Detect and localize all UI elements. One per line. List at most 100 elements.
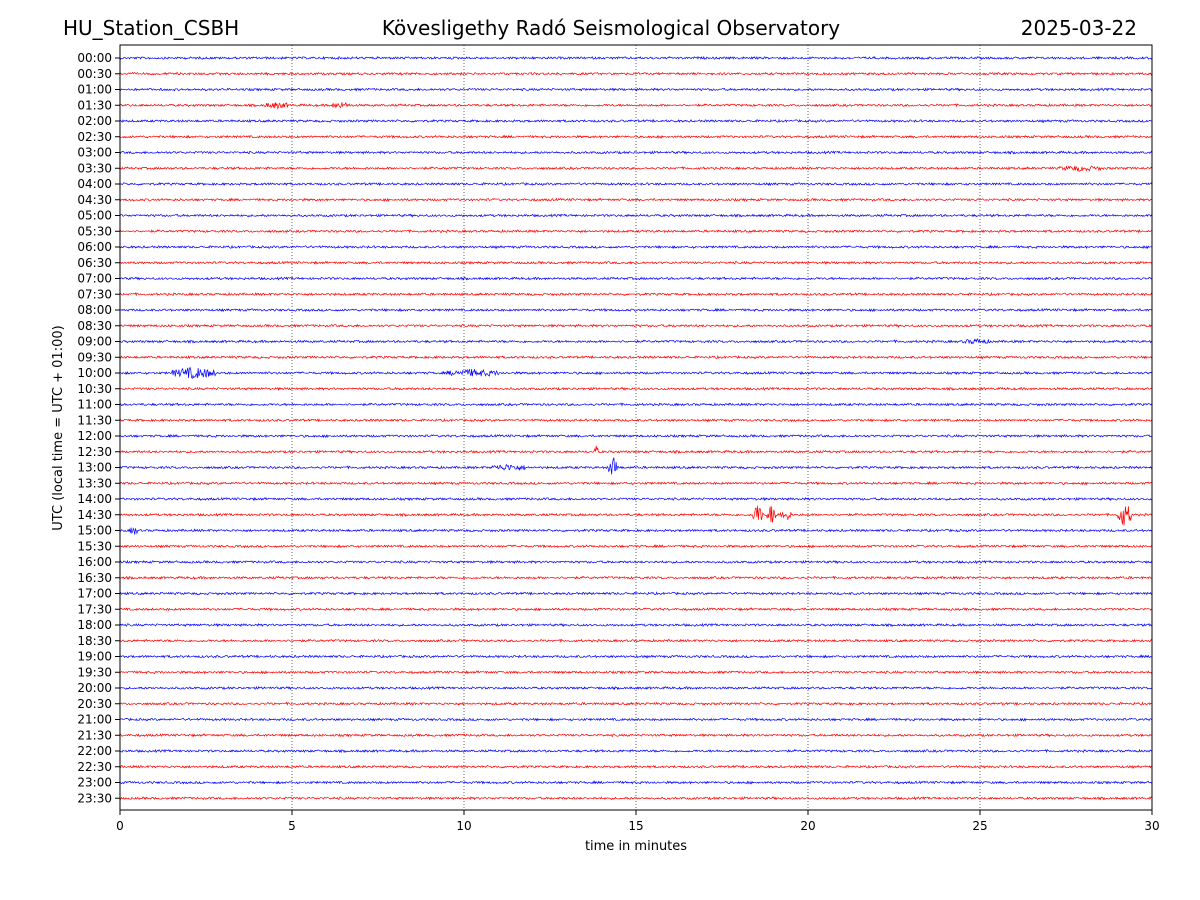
trace-0900 xyxy=(119,338,1153,345)
row-time-label: 13:00 xyxy=(77,461,112,475)
trace-1400 xyxy=(119,496,1153,502)
row-time-label: 11:30 xyxy=(77,413,112,427)
row-time-label: 01:00 xyxy=(77,83,112,97)
row-time-label: 23:00 xyxy=(77,776,112,790)
row-time-label: 16:30 xyxy=(77,571,112,585)
trace-2000 xyxy=(119,685,1153,691)
row-time-label: 01:30 xyxy=(77,98,112,112)
trace-0130 xyxy=(119,102,1153,110)
row-time-label: 14:00 xyxy=(77,492,112,506)
row-time-label: 00:00 xyxy=(77,51,112,65)
trace-2230 xyxy=(119,764,1153,769)
trace-1130 xyxy=(119,417,1153,423)
trace-0200 xyxy=(119,118,1153,124)
plot-frame xyxy=(119,44,1153,811)
trace-1300 xyxy=(119,457,1153,475)
trace-0600 xyxy=(120,244,1153,250)
trace-1500 xyxy=(119,527,1153,535)
row-time-label: 22:30 xyxy=(77,760,112,774)
row-time-label: 05:30 xyxy=(77,224,112,238)
trace-0700 xyxy=(119,276,1153,281)
trace-1530 xyxy=(119,544,1153,549)
trace-1200 xyxy=(119,433,1153,439)
row-time-label: 21:30 xyxy=(77,728,112,742)
row-time-label: 18:00 xyxy=(77,618,112,632)
row-time-label: 02:30 xyxy=(77,130,112,144)
row-time-label: 16:00 xyxy=(77,555,112,569)
row-time-label: 12:30 xyxy=(77,445,112,459)
y-axis-label: UTC (local time = UTC + 01:00) xyxy=(51,325,66,530)
trace-0930 xyxy=(119,354,1153,360)
row-time-label: 09:00 xyxy=(77,335,112,349)
row-time-label: 20:30 xyxy=(77,697,112,711)
trace-2200 xyxy=(119,748,1153,754)
row-time-label: 19:00 xyxy=(77,650,112,664)
row-time-label: 19:30 xyxy=(77,665,112,679)
row-time-label: 12:00 xyxy=(77,429,112,443)
row-time-label: 02:00 xyxy=(77,114,112,128)
row-time-label: 13:30 xyxy=(77,476,112,490)
row-time-label: 09:30 xyxy=(77,350,112,364)
trace-1030 xyxy=(119,386,1153,392)
trace-2330 xyxy=(119,796,1153,801)
x-axis-ticks: 0 5 10 15 20 25 30 xyxy=(116,810,1160,833)
trace-1730 xyxy=(119,607,1153,612)
row-time-label: 15:00 xyxy=(77,524,112,538)
row-time-label: 23:30 xyxy=(77,791,112,805)
x-tick-label: 5 xyxy=(288,819,296,833)
trace-0230 xyxy=(119,134,1153,139)
station-name: HU_Station_CSBH xyxy=(63,16,239,40)
x-tick-label: 30 xyxy=(1144,819,1159,833)
trace-2030 xyxy=(119,701,1153,706)
trace-1630 xyxy=(119,575,1153,581)
x-tick-label: 0 xyxy=(116,819,124,833)
trace-0430 xyxy=(119,197,1153,202)
trace-0800 xyxy=(119,307,1153,313)
row-time-label: 17:00 xyxy=(77,587,112,601)
trace-1000 xyxy=(119,366,1153,380)
trace-1330 xyxy=(119,480,1153,486)
trace-0000 xyxy=(119,55,1153,61)
trace-2130 xyxy=(119,733,1153,738)
observatory-title: Kövesligethy Radó Seismological Observat… xyxy=(382,16,840,40)
trace-2100 xyxy=(119,717,1153,722)
row-time-label: 15:30 xyxy=(77,539,112,553)
trace-1900 xyxy=(119,654,1153,659)
trace-0830 xyxy=(119,323,1153,328)
trace-1230 xyxy=(119,445,1153,455)
x-tick-label: 20 xyxy=(800,819,815,833)
row-time-label: 04:00 xyxy=(77,177,112,191)
row-time-label: 22:00 xyxy=(77,744,112,758)
trace-1700 xyxy=(119,591,1153,596)
trace-0100 xyxy=(119,87,1153,92)
row-time-label: 04:30 xyxy=(77,193,112,207)
row-time-label: 18:30 xyxy=(77,634,112,648)
row-time-label: 06:30 xyxy=(77,256,112,270)
x-tick-label: 15 xyxy=(628,819,643,833)
row-time-label: 14:30 xyxy=(77,508,112,522)
trace-1830 xyxy=(119,638,1153,643)
trace-1430 xyxy=(119,505,1153,526)
row-time-label: 08:00 xyxy=(77,303,112,317)
seismic-traces xyxy=(119,55,1153,801)
row-time-label: 05:00 xyxy=(77,209,112,223)
trace-0030 xyxy=(119,71,1153,76)
row-time-label: 03:30 xyxy=(77,161,112,175)
row-time-label: 06:00 xyxy=(77,240,112,254)
row-time-label: 10:30 xyxy=(77,382,112,396)
row-time-label: 10:00 xyxy=(77,366,112,380)
grid-lines xyxy=(291,45,981,810)
trace-0400 xyxy=(119,181,1153,187)
trace-0730 xyxy=(119,291,1153,297)
trace-0630 xyxy=(119,260,1153,265)
trace-2300 xyxy=(119,780,1153,785)
chart-date: 2025-03-22 xyxy=(1021,16,1137,40)
row-time-label: 07:30 xyxy=(77,287,112,301)
row-time-label: 03:00 xyxy=(77,146,112,160)
row-time-label: 17:30 xyxy=(77,602,112,616)
row-time-label: 11:00 xyxy=(77,398,112,412)
trace-0500 xyxy=(119,213,1153,218)
trace-0530 xyxy=(119,228,1153,234)
